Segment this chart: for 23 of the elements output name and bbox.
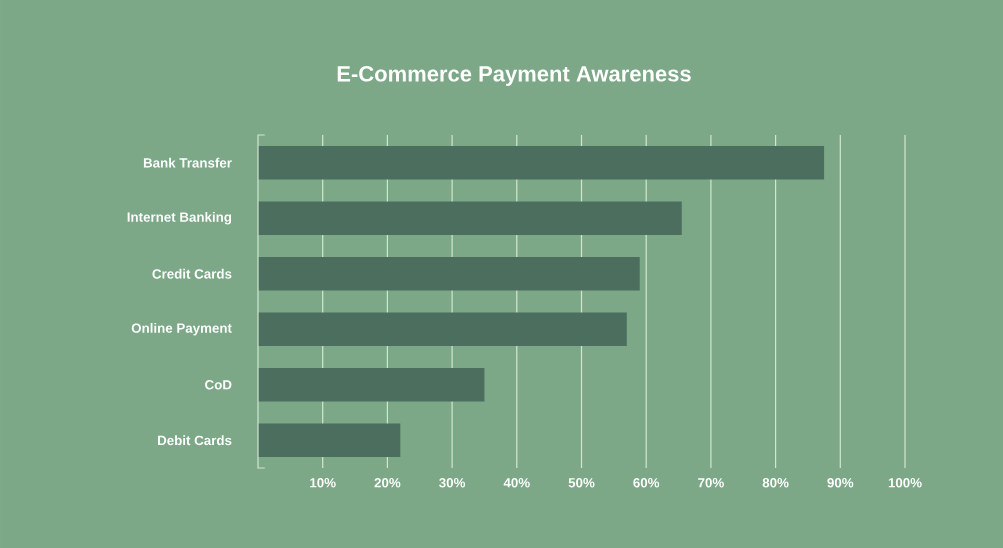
x-tick-label: 60% <box>633 478 660 488</box>
bar <box>258 257 640 291</box>
x-tick-label: 20% <box>374 478 401 488</box>
y-tick-label: Internet Banking <box>127 212 232 225</box>
x-tick-label: 30% <box>439 478 466 488</box>
x-tick-label: 80% <box>762 478 789 488</box>
x-tick-label: 50% <box>568 478 595 488</box>
y-tick-label: Debit Cards <box>158 435 232 446</box>
bar <box>258 368 485 402</box>
bar <box>258 312 627 346</box>
y-tick-label: Online Payment <box>131 323 232 336</box>
bar <box>258 146 825 180</box>
x-tick-label: 90% <box>827 478 854 488</box>
y-tick-label: Bank Transfer <box>143 157 232 168</box>
x-tick-label: 40% <box>503 478 530 488</box>
x-tick-label: 70% <box>698 478 724 488</box>
y-tick-label: CoD <box>205 380 232 390</box>
chart-title: E-Commerce Payment Awareness <box>337 66 691 86</box>
bar <box>258 423 401 457</box>
x-tick-label: 100% <box>888 478 922 488</box>
y-tick-label: Credit Cards <box>152 268 232 279</box>
bar <box>258 201 682 235</box>
x-tick-label: 10% <box>310 478 336 488</box>
